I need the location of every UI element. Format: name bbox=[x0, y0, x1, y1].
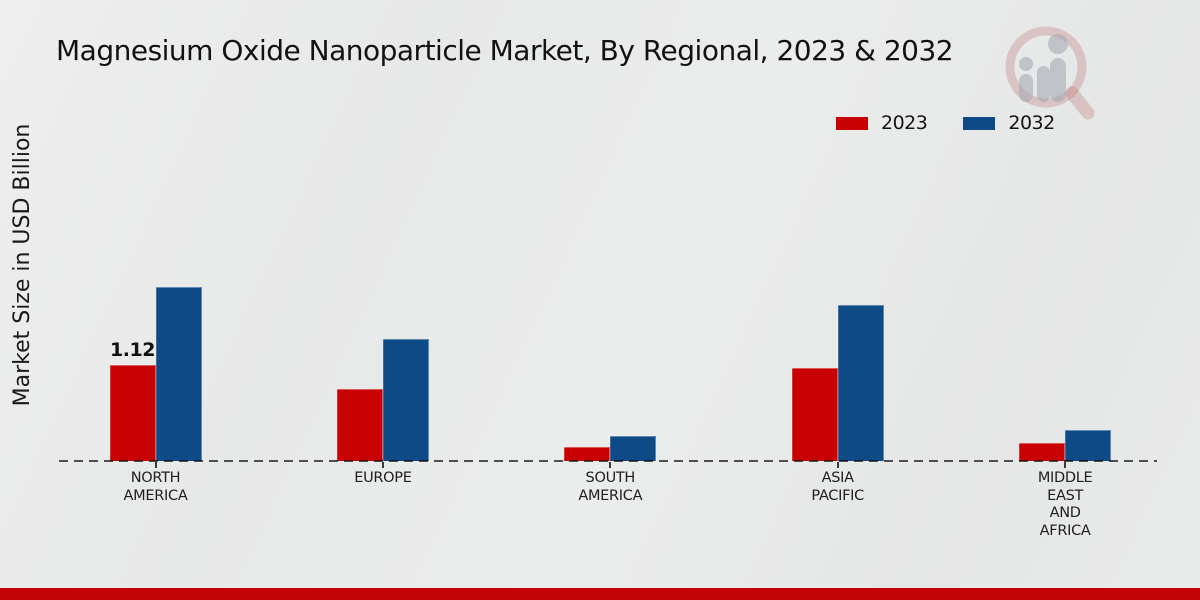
x-tick-label-asia-pacific: ASIA PACIFIC bbox=[811, 470, 864, 504]
bar-2032-europe bbox=[382, 339, 429, 461]
legend-swatch-2032 bbox=[963, 116, 996, 130]
chart-title: Magnesium Oxide Nanoparticle Market, By … bbox=[56, 34, 954, 67]
x-axis-tick bbox=[1064, 462, 1067, 468]
bar-2023-asia-pacific bbox=[791, 368, 838, 461]
legend: 2023 2032 bbox=[836, 112, 1055, 134]
legend-item-2023: 2023 bbox=[836, 112, 928, 134]
bar-2023-europe bbox=[336, 389, 383, 461]
magnifier-logo-watermark-icon bbox=[1005, 26, 1095, 120]
bar-2032-south-america bbox=[610, 436, 657, 461]
footer-accent-bar bbox=[0, 588, 1200, 600]
x-axis-tick bbox=[609, 462, 612, 468]
x-tick-label-north-america: NORTH AMERICA bbox=[123, 470, 188, 504]
bar-value-label: 1.12 bbox=[110, 339, 155, 361]
x-tick-label-south-america: SOUTH AMERICA bbox=[578, 470, 643, 504]
legend-item-2032: 2032 bbox=[963, 112, 1055, 134]
bar-2023-south-america bbox=[564, 447, 611, 461]
bar-2032-asia-pacific bbox=[837, 305, 884, 461]
x-axis-tick bbox=[381, 462, 384, 468]
legend-label: 2023 bbox=[881, 112, 928, 134]
x-axis-tick bbox=[154, 462, 157, 468]
x-axis-tick bbox=[836, 462, 839, 468]
x-tick-label-middle-east-and-africa: MIDDLE EAST AND AFRICA bbox=[1037, 470, 1093, 540]
bar-2032-middle-east-and-africa bbox=[1065, 430, 1112, 461]
y-axis-label: Market Size in USD Billion bbox=[10, 123, 35, 407]
x-axis-dashed-line bbox=[59, 460, 1157, 462]
legend-swatch-2023 bbox=[836, 116, 868, 130]
legend-label: 2032 bbox=[1008, 112, 1055, 134]
bar-2023-north-america bbox=[109, 365, 156, 461]
bar-2032-north-america bbox=[155, 287, 202, 461]
bar-2023-middle-east-and-africa bbox=[1019, 443, 1066, 461]
x-tick-label-europe: EUROPE bbox=[354, 470, 412, 486]
